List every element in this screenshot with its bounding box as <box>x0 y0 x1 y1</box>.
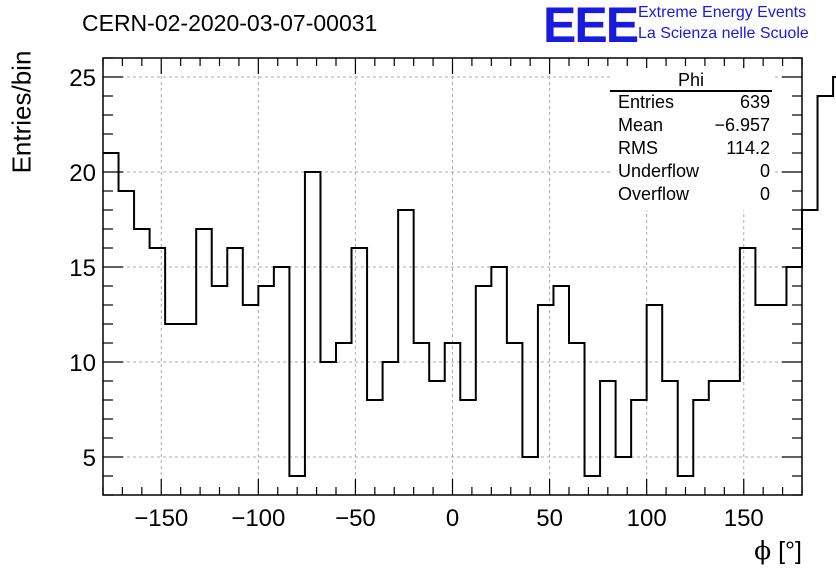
histogram-bin <box>320 362 336 495</box>
histogram-bin <box>569 343 585 495</box>
histogram-bin <box>585 476 601 495</box>
x-axis-label: ϕ [°] <box>754 536 802 566</box>
y-axis-label: Entries/bin <box>6 50 37 174</box>
histogram-bin <box>724 381 740 495</box>
histogram-bin <box>460 400 476 495</box>
stats-value: 114.2 <box>726 138 770 158</box>
histogram-bin <box>476 286 492 495</box>
histogram-bin <box>507 343 523 495</box>
histogram-bin <box>647 305 663 495</box>
histogram-bin <box>429 381 445 495</box>
histogram-bin <box>491 267 507 495</box>
histogram-bin <box>414 343 430 495</box>
histogram-bin <box>196 229 212 495</box>
histogram-bin <box>258 286 274 495</box>
histogram-bin <box>243 305 259 495</box>
histogram-bin <box>740 248 756 495</box>
page-title: CERN-02-2020-03-07-00031 <box>82 10 378 36</box>
histogram-bin <box>755 305 771 495</box>
x-tick-label: −100 <box>231 505 285 532</box>
histogram-bin <box>398 210 414 495</box>
stats-row-entries: Entries 639 <box>618 92 770 115</box>
stats-key: RMS <box>618 138 658 158</box>
y-tick-label: 20 <box>69 160 96 187</box>
y-tick-label: 5 <box>83 445 96 472</box>
histogram-bin <box>662 381 678 495</box>
stats-title: Phi <box>677 70 704 90</box>
stats-key: Overflow <box>618 184 690 204</box>
y-tick-label: 10 <box>69 350 96 377</box>
x-axis-unit: [°] <box>778 537 802 565</box>
stats-divider <box>610 90 772 92</box>
stats-row-rms: RMS 114.2 <box>618 138 770 161</box>
phi-symbol: ϕ <box>754 536 772 565</box>
y-tick-label: 15 <box>69 255 96 282</box>
histogram-bin <box>802 210 818 495</box>
stats-key: Mean <box>618 115 664 135</box>
histogram-bin <box>818 96 834 495</box>
histogram-outline <box>103 76 836 477</box>
axis-ticks <box>102 57 803 496</box>
x-tick-label: 0 <box>446 505 459 532</box>
histogram-bin <box>336 343 352 495</box>
histogram-bin <box>305 172 321 495</box>
logo-subtitle-1: Extreme Energy Events <box>638 4 807 21</box>
stats-value: 0 <box>759 184 770 204</box>
stats-key: Entries <box>618 92 675 112</box>
histogram-bin <box>616 457 632 495</box>
x-tick-label: 150 <box>724 505 764 532</box>
x-tick-label: −150 <box>134 505 188 532</box>
histogram-bin <box>693 400 709 495</box>
x-tick-label: 100 <box>627 505 667 532</box>
x-tick-label: −50 <box>335 505 376 532</box>
stats-value: 0 <box>759 161 770 181</box>
histogram-bin <box>367 400 383 495</box>
stats-row-overflow: Overflow 0 <box>618 184 770 207</box>
histogram-bin <box>181 324 197 495</box>
histogram-bin <box>150 248 166 495</box>
tick-labels: −150 −100 −50 0 50 100 150 5 10 15 20 25 <box>69 65 763 532</box>
stats-key: Underflow <box>618 161 700 181</box>
eee-logo: EEE <box>543 0 639 53</box>
y-tick-label: 25 <box>69 65 96 92</box>
histogram-bin <box>771 305 787 495</box>
histogram-bin <box>165 324 181 495</box>
stats-row-mean: Mean −6.957 <box>618 115 770 138</box>
stats-box: Phi Entries 639 Mean −6.957 RMS 114.2 Un… <box>610 68 772 210</box>
histogram-bin <box>383 362 399 495</box>
histogram-bin <box>538 305 554 495</box>
stats-value: 639 <box>739 92 770 112</box>
x-tick-label: 50 <box>536 505 563 532</box>
histogram-bin <box>553 286 569 495</box>
histogram-bin <box>119 191 135 495</box>
histogram-bin <box>352 248 368 495</box>
histogram-bin <box>134 229 150 495</box>
histogram-bin <box>274 267 290 495</box>
histogram-bin <box>631 400 647 495</box>
histogram-bin <box>709 381 725 495</box>
logo-subtitle-2: La Scienza nelle Scuole <box>638 25 809 42</box>
histogram-bin <box>212 286 228 495</box>
histogram-bin <box>445 343 461 495</box>
histogram-bin <box>227 248 243 495</box>
stats-row-underflow: Underflow 0 <box>618 161 770 184</box>
histogram-bin <box>600 381 616 495</box>
stats-value: −6.957 <box>714 115 770 135</box>
